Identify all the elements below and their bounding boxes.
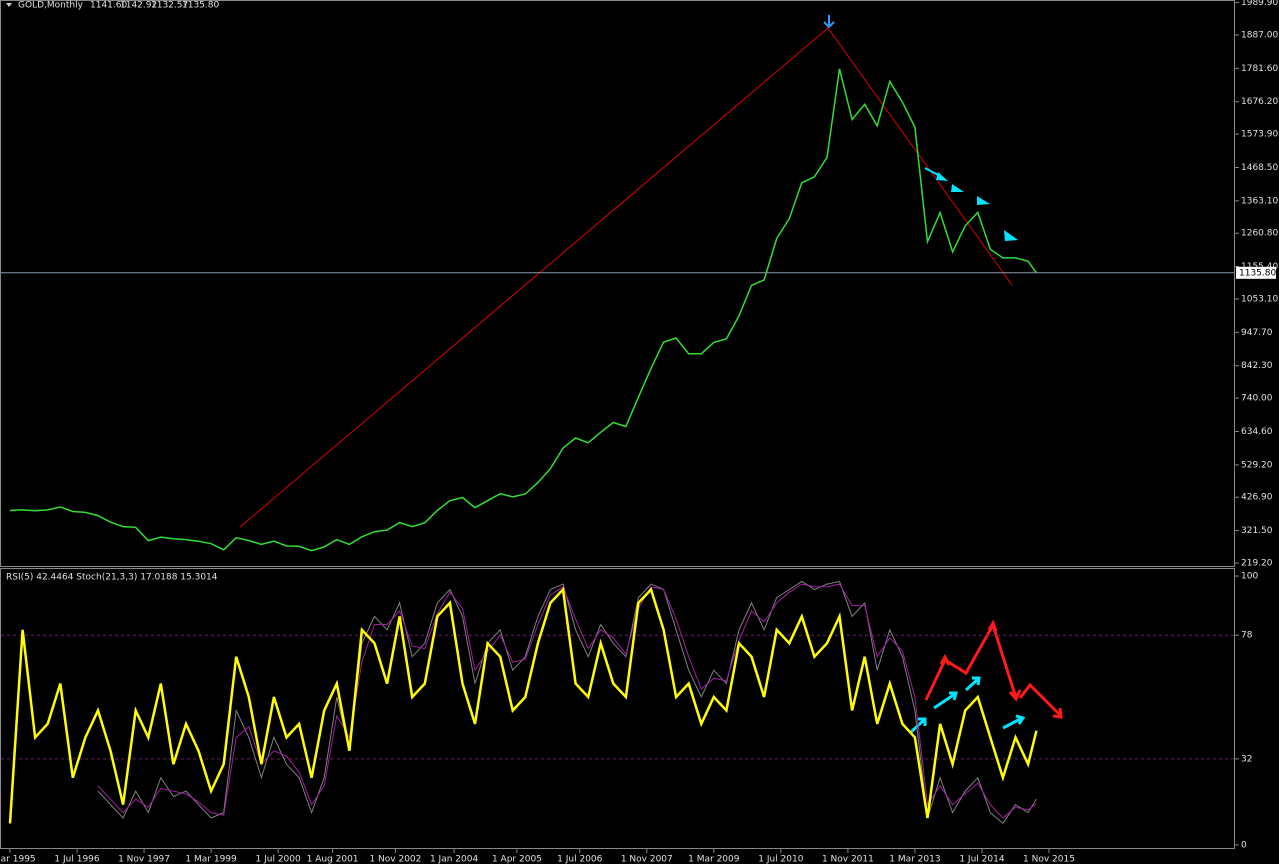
y-tick-label: 947.70 [1241, 328, 1273, 338]
x-tick-label: 1 Nov 2015 [1023, 855, 1075, 864]
y-tick-label: 1989.90 [1241, 0, 1278, 8]
ohlc-open: 1141.60 [90, 1, 127, 11]
ohlc-close: 1135.80 [182, 1, 219, 11]
y-tick-label: 740.00 [1241, 394, 1273, 404]
x-tick-label: 1 Mar 2013 [889, 855, 940, 864]
y-tick-label: 1676.20 [1241, 97, 1278, 107]
x-tick-label: 1 Jul 1996 [54, 855, 99, 864]
indicator-frame [0, 568, 1235, 849]
cyan-arrows-price [924, 167, 1018, 241]
x-tick-label: 1 Nov 1997 [118, 855, 170, 864]
chart-title: GOLD,Monthly [18, 1, 84, 11]
ohlc-low: 1132.57 [151, 1, 188, 11]
series-line [8, 586, 1038, 824]
peak-arrow [823, 15, 835, 29]
x-tick-label: 1 Jul 2010 [758, 855, 803, 864]
x-tick-label: 1 Nov 2007 [621, 855, 673, 864]
y-tick-label: 32 [1241, 754, 1252, 764]
x-tick-label: 1 Mar 1995 [0, 855, 36, 864]
x-tick-label: 1 Mar 1999 [185, 855, 237, 864]
x-tick-label: 1 Jul 2014 [959, 855, 1004, 864]
y-tick-label: 78 [1241, 631, 1253, 641]
current-price-box [1236, 266, 1276, 279]
x-tick-label: 1 Apr 2005 [492, 855, 542, 864]
y-tick-label: 1887.00 [1241, 30, 1278, 40]
x-tick-label: 1 Jan 2004 [430, 855, 478, 864]
y-tick-label: 1053.10 [1241, 294, 1278, 304]
y-tick-label: 100 [1241, 572, 1258, 582]
series-line [9, 68, 1038, 552]
ohlc-high: 1142.92 [120, 1, 157, 11]
x-tick-label: 1 Aug 2001 [307, 855, 359, 864]
series-line [97, 583, 1037, 819]
y-tick-label: 529.20 [1241, 460, 1273, 470]
x-tick-label: 1 Jul 2000 [256, 855, 301, 864]
x-tick-label: 1 Jul 2006 [557, 855, 602, 864]
cyan-arrows-indicator [909, 676, 1026, 734]
y-tick-label: 1363.10 [1241, 196, 1278, 206]
x-tick-label: 1 Nov 2011 [822, 855, 874, 864]
series-line [97, 580, 1037, 825]
x-tick-label: 1 Mar 2009 [688, 855, 740, 864]
y-tick-label: 219.20 [1241, 558, 1273, 568]
y-tick-label: 1260.80 [1241, 229, 1278, 239]
y-tick-label: 1781.60 [1241, 64, 1278, 74]
x-tick-label: 1 Nov 2002 [369, 855, 421, 864]
y-tick-label: 634.60 [1241, 427, 1273, 437]
menu-triangle[interactable] [6, 3, 12, 7]
y-tick-label: 426.90 [1241, 493, 1273, 503]
current-price-label: 1135.80 [1239, 268, 1276, 278]
trend-line [239, 27, 1013, 528]
price-frame [0, 0, 1235, 567]
y-tick-label: 0 [1241, 840, 1247, 850]
y-tick-label: 1468.50 [1241, 163, 1278, 173]
y-tick-label: 321.50 [1241, 526, 1273, 536]
indicator-title: RSI(5) 42.4464 Stoch(21,3,3) 17.0188 15.… [6, 573, 218, 583]
y-tick-label: 842.30 [1241, 361, 1273, 371]
red-arrows-indicator [924, 619, 1063, 719]
y-tick-label: 1573.90 [1241, 130, 1278, 140]
